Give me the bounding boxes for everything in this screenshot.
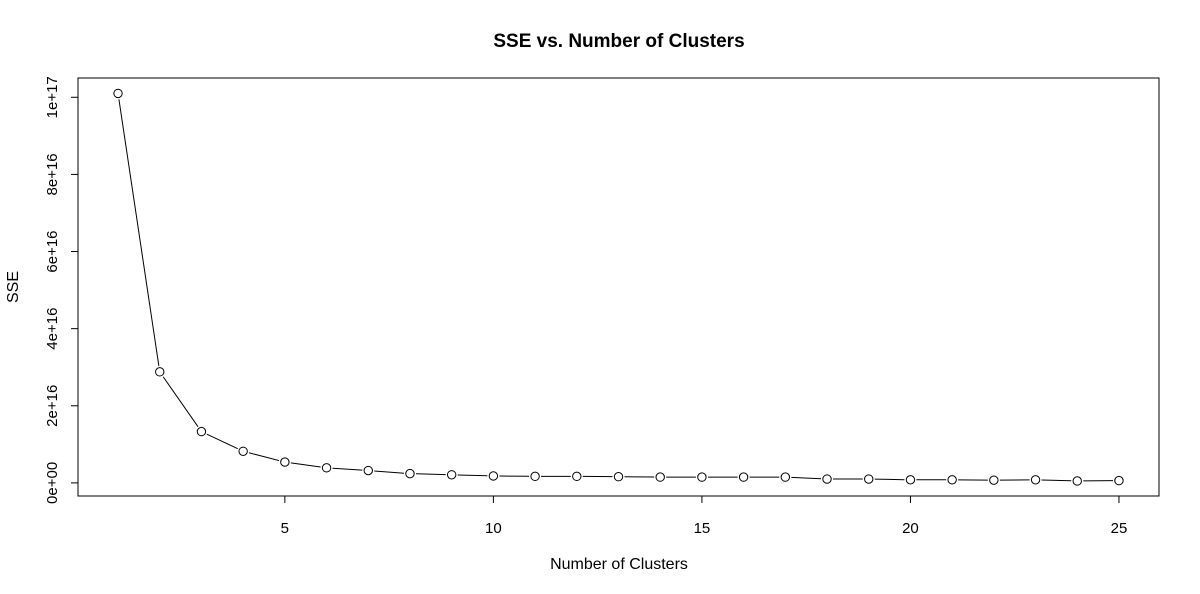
series-line-segment <box>457 474 488 477</box>
data-point <box>655 472 665 482</box>
data-point <box>780 472 791 482</box>
x-tick-label: 15 <box>694 520 711 537</box>
data-point <box>738 472 749 482</box>
data-point <box>989 475 999 485</box>
data-point <box>1114 475 1124 486</box>
data-point <box>238 446 248 456</box>
x-axis-title: Number of Clusters <box>550 556 688 573</box>
data-point <box>905 475 916 485</box>
data-point <box>363 465 373 476</box>
series-line-segment <box>206 433 238 450</box>
data-point <box>113 88 123 99</box>
chart-title: SSE vs. Number of Clusters <box>493 31 744 52</box>
data-point <box>822 474 832 484</box>
y-tick-label: 4e+16 <box>44 308 61 350</box>
x-tick-label: 25 <box>1111 520 1128 537</box>
data-point <box>697 472 707 482</box>
x-tick-label: 5 <box>281 520 289 537</box>
data-point <box>196 426 207 437</box>
data-point <box>280 457 290 467</box>
data-point <box>321 463 332 473</box>
data-point <box>1030 475 1041 485</box>
data-point <box>446 470 457 480</box>
data-point <box>572 471 582 482</box>
series-line-segment <box>162 376 199 427</box>
y-tick-label: 8e+16 <box>44 153 61 195</box>
data-point <box>155 367 165 377</box>
x-tick-label: 10 <box>485 520 502 537</box>
plot-frame <box>77 77 1160 497</box>
x-axis: 5 10 15 20 25 <box>281 495 1128 537</box>
data-point <box>613 472 624 482</box>
series-line-segment <box>118 99 160 366</box>
y-tick-label: 1e+17 <box>44 76 61 118</box>
data-point <box>530 471 540 482</box>
y-tick-label: 6e+16 <box>44 230 61 272</box>
series-line-segment <box>290 462 321 468</box>
series-line-segment <box>1041 479 1072 482</box>
x-tick-label: 20 <box>902 520 919 537</box>
data-point <box>864 474 874 484</box>
series-line-segment <box>791 476 822 480</box>
data-point <box>405 468 415 479</box>
data-series <box>113 88 1124 486</box>
series-line-segment <box>874 478 905 481</box>
series-line-segment <box>415 473 446 476</box>
y-axis-title: SSE <box>5 271 22 303</box>
series-line-segment <box>374 470 405 474</box>
y-tick-label: 2e+16 <box>44 385 61 427</box>
data-point <box>488 471 499 481</box>
y-axis: 0e+00 2e+16 4e+16 6e+16 8e+16 1e+17 <box>44 76 79 504</box>
series-line-segment <box>332 467 363 471</box>
data-point <box>1072 476 1082 486</box>
data-point <box>947 475 957 485</box>
y-tick-label: 0e+00 <box>44 462 61 504</box>
series-line-segment <box>248 452 280 462</box>
